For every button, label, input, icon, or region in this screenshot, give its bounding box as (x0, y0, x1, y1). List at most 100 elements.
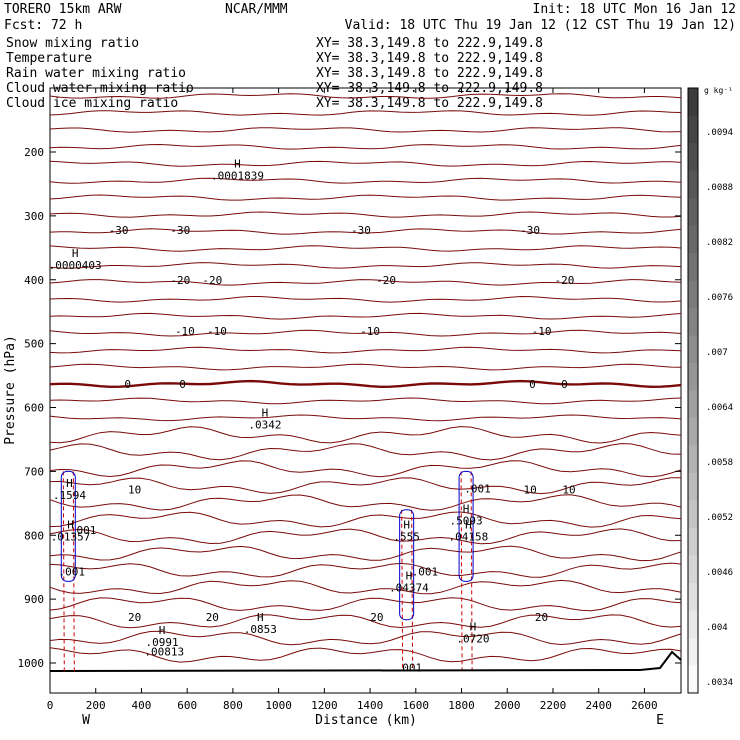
isotherm-label: 0 (561, 378, 568, 391)
cloud-water-contour (399, 509, 415, 621)
colorbar-label: .0046 (706, 568, 733, 578)
colorbar-swatch (688, 88, 698, 116)
colorbar-label: .0052 (706, 513, 733, 523)
isotherm-line (49, 295, 682, 303)
isotherm-line (49, 110, 682, 116)
colorbar-swatch (688, 638, 698, 666)
colorbar-swatch (688, 473, 698, 501)
x-tick-label: 1800 (448, 699, 475, 712)
isotherm-line (49, 579, 682, 595)
isotherm-label: -10 (175, 325, 195, 338)
rain-contour (460, 471, 473, 670)
x-tick-label: 2400 (585, 699, 612, 712)
terrain-line (49, 650, 682, 672)
extremum-marker: H (257, 611, 264, 624)
colorbar-swatch (688, 555, 698, 584)
legend-field-name: Cloud ice mixing ratio (6, 96, 178, 111)
colorbar-swatch (688, 198, 698, 226)
x-tick-label: 1200 (311, 699, 338, 712)
colorbar-swatch (688, 665, 698, 694)
isotherm-line (49, 245, 682, 252)
x-tick-label: 2000 (494, 699, 521, 712)
model-title: TORERO 15km ARW (4, 2, 122, 17)
colorbar-swatch (688, 225, 698, 254)
isotherm-label: -20 (554, 274, 574, 287)
colorbar-swatch (688, 363, 698, 391)
extremum-marker: H (72, 247, 79, 260)
x-tick-label: 0 (47, 699, 54, 712)
x-tick-label: 400 (132, 699, 152, 712)
extremum-value: .0991 (145, 636, 178, 649)
legend-field-xy: XY= 38.3,149.8 to 222.9,149.8 (316, 51, 543, 66)
valid-time: Valid: 18 UTC Thu 19 Jan 12 (12 CST Thu … (345, 18, 736, 33)
isotherm-label: -30 (351, 224, 371, 237)
colorbar-label: .0064 (706, 403, 733, 413)
isotherm-label: -10 (532, 325, 552, 338)
isotherm-line (49, 511, 682, 528)
extremum-value: .00813 (144, 645, 184, 658)
isotherm-line (49, 228, 682, 235)
isotherm-label: -30 (520, 224, 540, 237)
contour-lines: -30 -30 -30 -30 -20 -20 -20 -20 -10 -10 -10 -10 0 0 0 0… (49, 93, 682, 673)
isotherm-line (49, 647, 682, 663)
colorbar-swatch (688, 500, 698, 529)
legend-field-xy: XY= 38.3,149.8 to 222.9,149.8 (316, 66, 543, 81)
cloud-water-contour (458, 470, 474, 582)
isotherm-label: 20 (370, 611, 383, 624)
isotherm-label: -30 (109, 224, 129, 237)
extremum-marker: H (463, 502, 470, 515)
x-tick-label: 600 (177, 699, 197, 712)
isotherm-label: 10 (523, 483, 536, 496)
isotherm-line (49, 597, 682, 612)
extremum-value: .1594 (53, 489, 86, 502)
extremum-value: .001 (412, 566, 439, 579)
isotherm-line (49, 379, 682, 389)
west-end-label: W (82, 713, 90, 728)
colorbar: .0094 .0088 .0082 .0076 .007 .0064 .0058 .0052.… (687, 87, 733, 694)
isotherm-line (49, 443, 682, 461)
plot-frame (49, 87, 682, 694)
colorbar-label: .007 (706, 348, 728, 358)
extremum-value: .5093 (450, 514, 483, 527)
x-tick-label: 2600 (631, 699, 658, 712)
extremum-value: .001 (58, 566, 85, 579)
x-tick-label: 1600 (403, 699, 430, 712)
extremum-value: .555 (393, 530, 420, 543)
y-axis-title: Pressure (hPa) (3, 335, 18, 445)
isotherm-line (49, 630, 682, 646)
extremum-value: .0720 (456, 633, 489, 646)
isotherm-line (49, 614, 682, 629)
isotherm-line (49, 143, 682, 150)
colorbar-swatch (688, 418, 698, 446)
init-time: Init: 18 UTC Mon 16 Jan 12 (533, 2, 737, 17)
isotherm-line (49, 363, 682, 371)
isotherm-label: 20 (206, 611, 219, 624)
colorbar-swatch (688, 170, 698, 199)
x-tick-label: 800 (223, 699, 243, 712)
colorbar-swatch (688, 528, 698, 556)
field-legend: Snow mixing ratio XY= 38.3,149.8 to 222.9… (6, 36, 543, 111)
extremum-marker: H (262, 407, 269, 420)
isotherm-label: -20 (202, 274, 222, 287)
extremum-value: .04374 (389, 582, 429, 595)
isotherm-line (49, 194, 682, 201)
extrema-labels: H.0001839H.0000403H.0342H.1594.001H.0135… (49, 158, 491, 675)
legend-field-name: Temperature (6, 51, 92, 66)
x-tick-label: 1000 (265, 699, 292, 712)
colorbar-unit: g kg⁻¹ (704, 86, 733, 95)
extremum-value: .01357 (51, 530, 91, 543)
extremum-marker: H (470, 621, 477, 634)
extremum-marker: H (66, 477, 73, 490)
colorbar-swatch (688, 143, 698, 171)
extremum-value: .0000403 (49, 259, 102, 272)
extremum-value: .001 (396, 661, 423, 674)
colorbar-label: .0076 (706, 293, 733, 303)
legend-field-name: Snow mixing ratio (6, 36, 139, 51)
isotherm-line (49, 414, 682, 422)
cloud-water-contour (60, 470, 76, 582)
isotherm-line (49, 397, 682, 405)
colorbar-swatch (688, 253, 698, 281)
legend-field-xy: XY= 38.3,149.8 to 222.9,149.8 (316, 96, 543, 111)
colorbar-swatch (688, 115, 698, 144)
